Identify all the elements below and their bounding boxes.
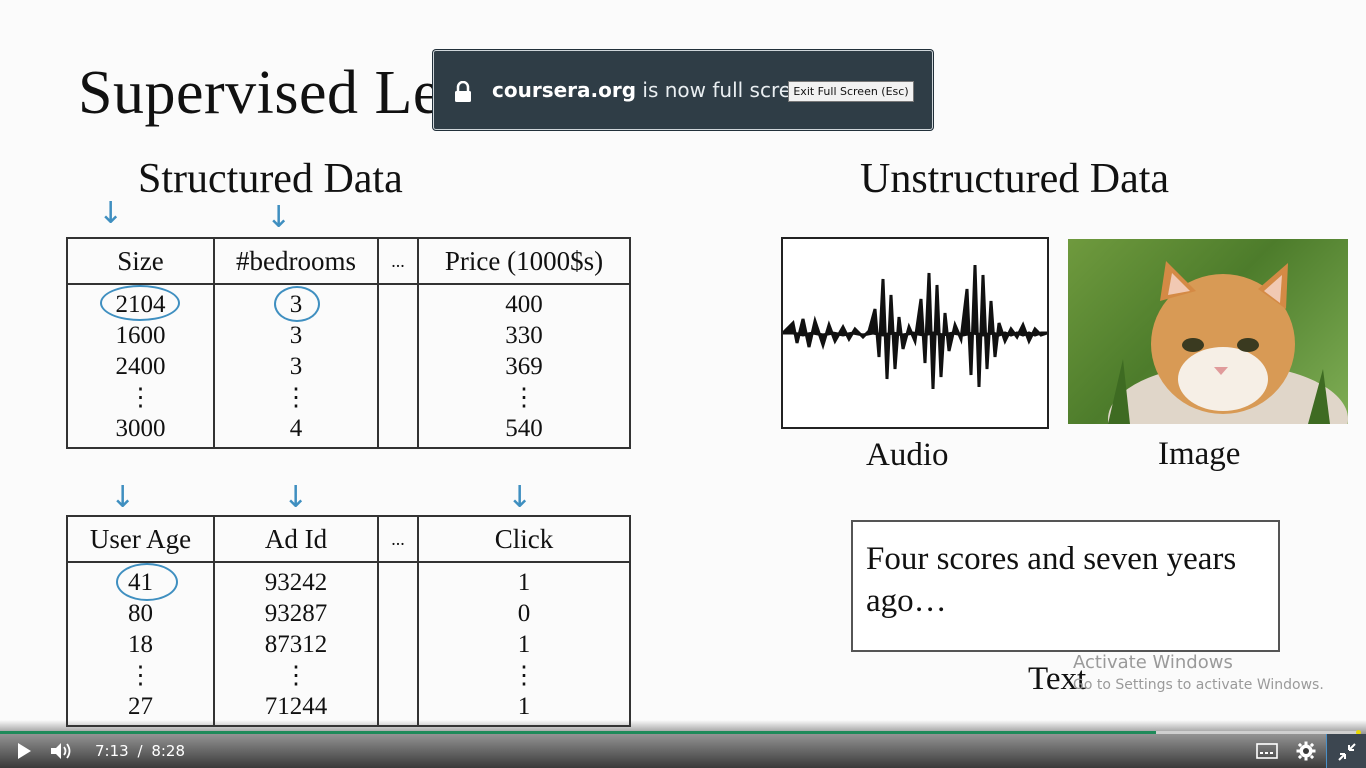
table-cell: 4 — [213, 413, 379, 449]
table-row: 2400 3 369 — [66, 351, 631, 382]
table-cell: ⋮ — [66, 382, 215, 413]
table-cell: ⋮ — [213, 382, 379, 413]
table-cell: 330 — [417, 320, 631, 351]
table-cell — [377, 382, 419, 413]
activate-windows-title: Activate Windows — [1073, 652, 1233, 673]
column-header: Price (1000$s) — [417, 237, 631, 285]
table-cell: 18 — [66, 629, 215, 660]
exit-fullscreen-control[interactable] — [1326, 734, 1366, 768]
column-header: Click — [417, 515, 631, 563]
column-header: Ad Id — [213, 515, 379, 563]
cat-icon — [1108, 261, 1348, 424]
table-cell — [377, 320, 419, 351]
table-row: 3000 4 540 — [66, 413, 631, 449]
text-example-box: Four scores and seven years ago… — [851, 520, 1280, 652]
captions-button[interactable] — [1256, 743, 1278, 763]
progress-end-marker — [1356, 730, 1361, 735]
table-row: ⋮ ⋮ ⋮ — [66, 660, 631, 691]
column-header: ... — [377, 515, 419, 563]
settings-icon — [1296, 741, 1316, 761]
column-header: #bedrooms — [213, 237, 379, 285]
table-cell — [377, 598, 419, 629]
time-display: 7:13 / 8:28 — [95, 742, 185, 760]
duration: 8:28 — [151, 742, 185, 760]
settings-button[interactable] — [1296, 741, 1316, 765]
table-cell: 80 — [66, 598, 215, 629]
table-cell: 3 — [213, 351, 379, 382]
table-row: 18 87312 1 — [66, 629, 631, 660]
video-controls-bar — [0, 720, 1366, 768]
fullscreen-domain: coursera.org — [492, 78, 637, 102]
fullscreen-text: is now full screen — [642, 78, 817, 102]
column-header: User Age — [66, 515, 215, 563]
activate-windows-hint: Go to Settings to activate Windows. — [1073, 677, 1324, 693]
time-separator: / — [137, 742, 143, 760]
lock-icon — [454, 80, 472, 107]
table-cell: 87312 — [213, 629, 379, 660]
table-cell — [377, 562, 419, 598]
column-header: ... — [377, 237, 419, 285]
progress-fill — [0, 731, 1156, 734]
fullscreen-notification: coursera.org is now full screen Exit Ful… — [433, 50, 933, 130]
volume-button[interactable] — [50, 742, 72, 764]
fullscreen-message: coursera.org is now full screen — [492, 78, 816, 102]
exit-fullscreen-button[interactable]: Exit Full Screen (Esc) — [788, 81, 914, 102]
cat-photo-image — [1068, 239, 1348, 424]
table-cell — [377, 351, 419, 382]
current-time: 7:13 — [95, 742, 129, 760]
table-cell: 1 — [417, 562, 631, 598]
annotation-circle-icon — [100, 285, 180, 321]
text-example: Four scores and seven years ago… — [866, 541, 1237, 619]
table-cell — [377, 660, 419, 691]
table-cell: ⋮ — [66, 660, 215, 691]
housing-table: Size #bedrooms ... Price (1000$s) 2104 3 4… — [66, 237, 631, 449]
table-cell: ⋮ — [417, 660, 631, 691]
image-caption: Image — [1158, 436, 1241, 472]
annotation-arrow-icon: ↓ — [283, 480, 309, 515]
play-button[interactable] — [16, 742, 32, 764]
annotation-arrow-icon: ↓ — [507, 480, 533, 515]
annotation-circle-icon — [274, 286, 320, 322]
table-cell: 369 — [417, 351, 631, 382]
table-cell: 1600 — [66, 320, 215, 351]
table-cell: 2400 — [66, 351, 215, 382]
volume-icon — [51, 743, 71, 759]
table-cell: 93242 — [213, 562, 379, 598]
table-cell: ⋮ — [213, 660, 379, 691]
table-header-row: User Age Ad Id ... Click — [66, 515, 631, 563]
table-cell: 93287 — [213, 598, 379, 629]
table-cell: 1 — [417, 629, 631, 660]
table-row: 80 93287 0 — [66, 598, 631, 629]
table-cell: 3000 — [66, 413, 215, 449]
text-caption: Text — [1028, 661, 1087, 697]
audio-waveform-image — [779, 237, 1049, 429]
structured-heading: Structured Data — [138, 156, 403, 202]
table-row: 1600 3 330 — [66, 320, 631, 351]
table-cell: 400 — [417, 284, 631, 320]
unstructured-heading: Unstructured Data — [860, 156, 1170, 202]
play-icon — [18, 743, 31, 759]
exit-fullscreen-icon — [1338, 743, 1356, 761]
table-cell: ⋮ — [417, 382, 631, 413]
progress-bar[interactable] — [0, 731, 1358, 734]
table-cell — [377, 413, 419, 449]
annotation-arrow-icon: ↓ — [110, 480, 136, 515]
ads-table: User Age Ad Id ... Click 41 93242 1 80 9328… — [66, 515, 631, 727]
table-cell — [377, 629, 419, 660]
table-cell: 3 — [213, 320, 379, 351]
captions-icon — [1256, 743, 1278, 759]
annotation-arrow-icon: ↓ — [98, 196, 124, 231]
table-cell — [377, 284, 419, 320]
audio-caption: Audio — [866, 437, 949, 473]
table-cell: 0 — [417, 598, 631, 629]
annotation-circle-icon — [116, 563, 178, 601]
table-row: ⋮ ⋮ ⋮ — [66, 382, 631, 413]
column-header: Size — [66, 237, 215, 285]
table-cell: 540 — [417, 413, 631, 449]
waveform-icon — [779, 264, 1048, 390]
table-header-row: Size #bedrooms ... Price (1000$s) — [66, 237, 631, 285]
annotation-arrow-icon: ↓ — [266, 200, 292, 235]
